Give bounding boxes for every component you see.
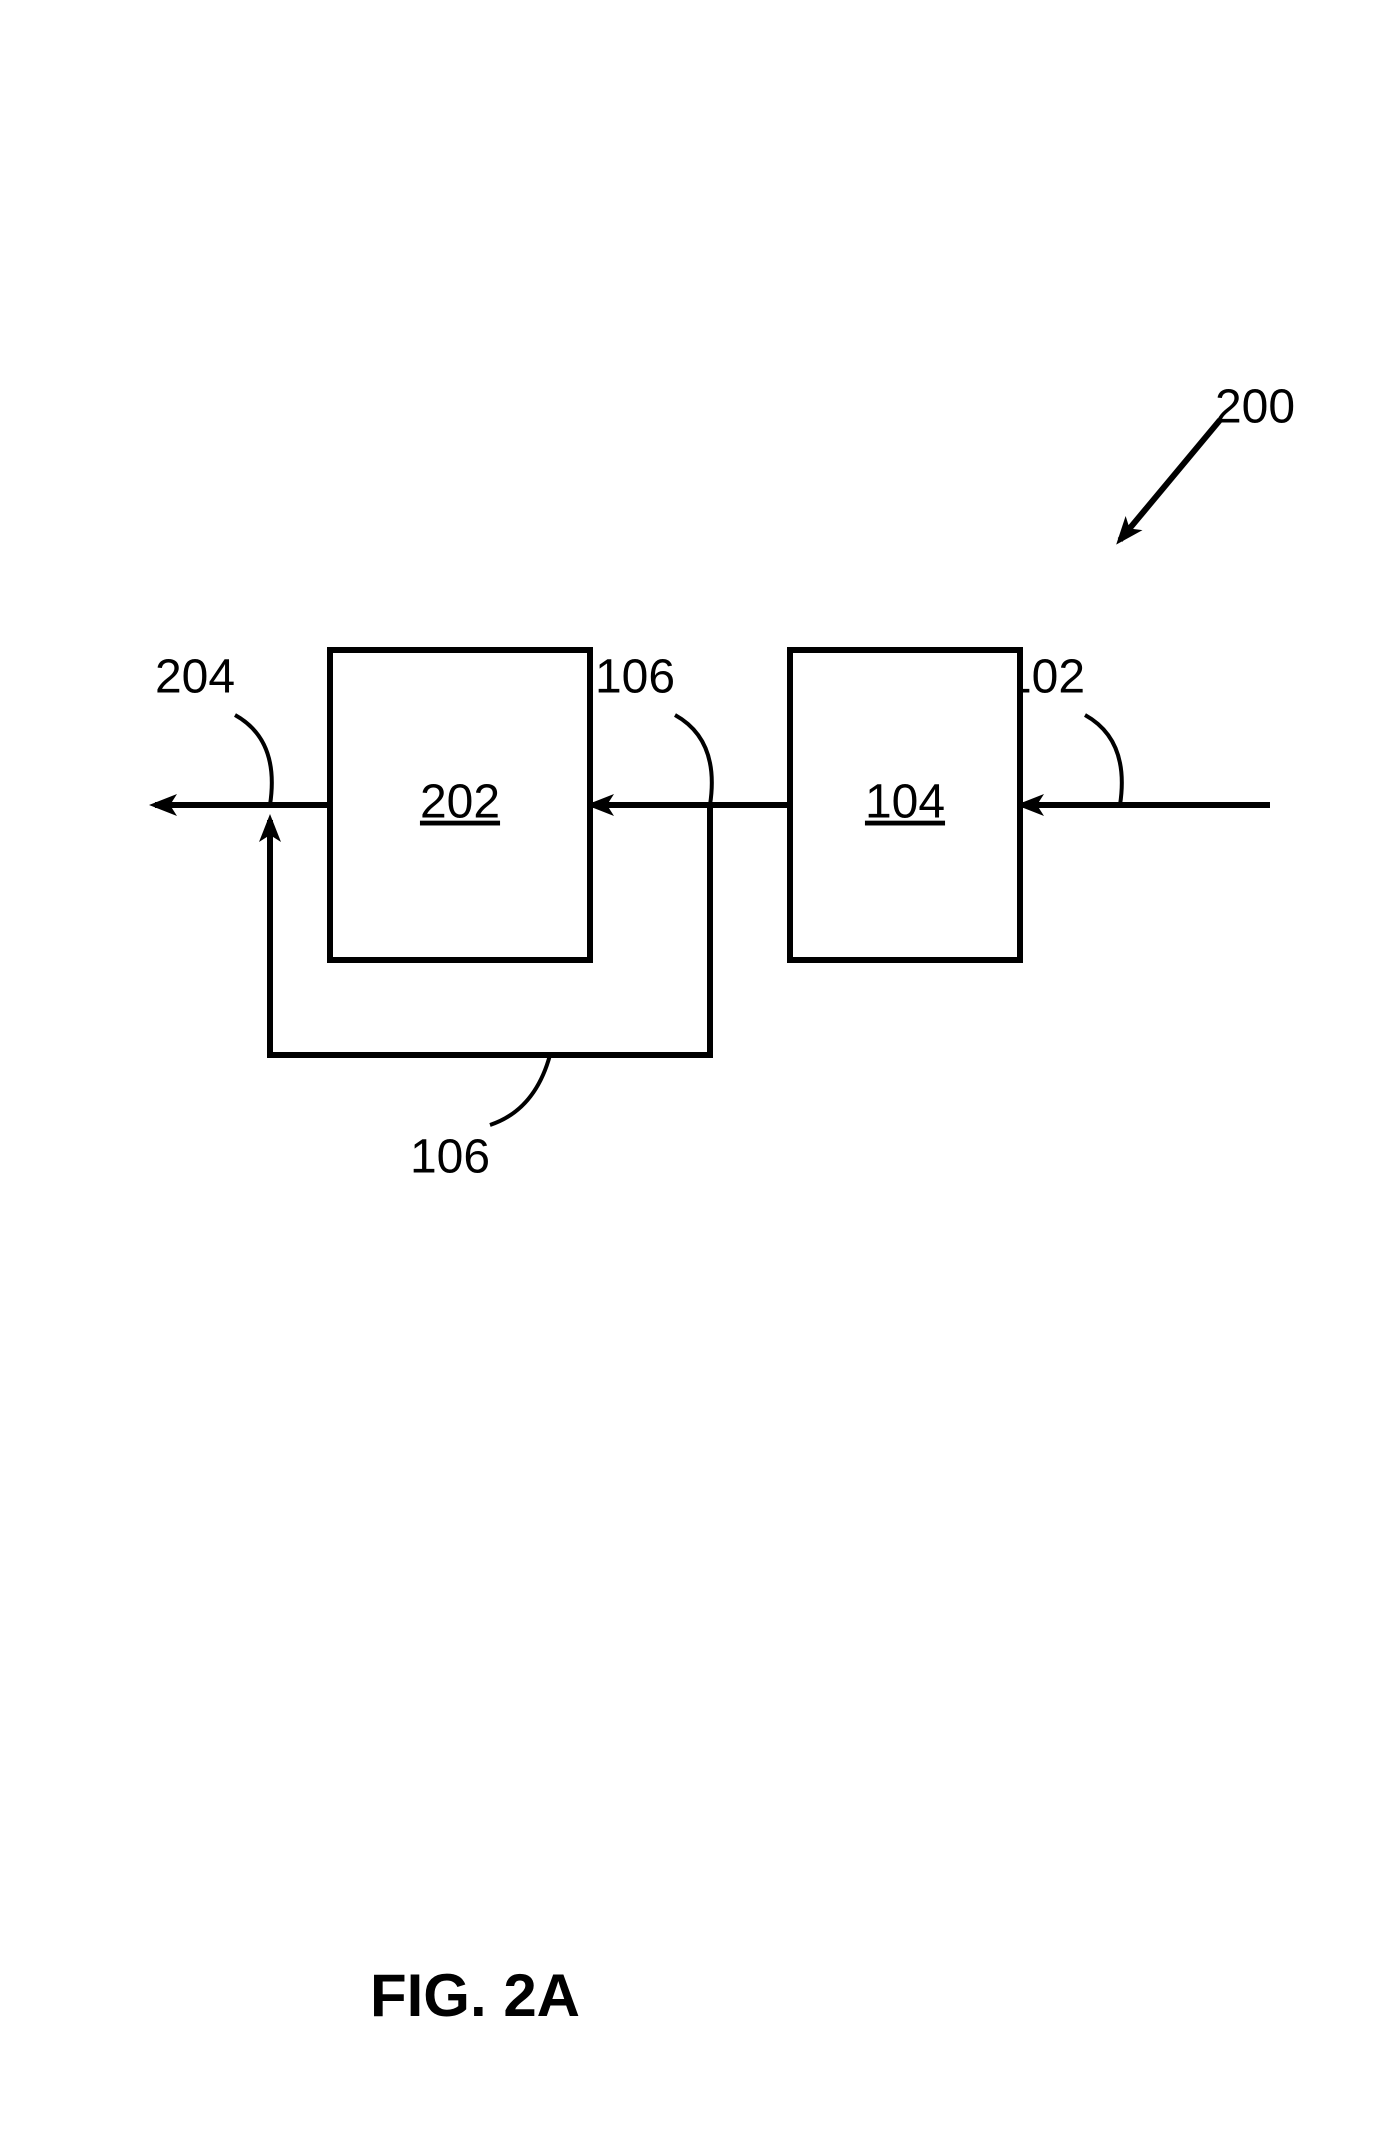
ref-204: 204 <box>155 651 235 704</box>
diagram-canvas: 200 102 104 106 202 106 204 FIG. 2A <box>0 0 1385 2141</box>
ref-106a: 106 <box>595 651 675 704</box>
leader-106a <box>675 715 712 805</box>
ref-106b: 106 <box>410 1131 490 1184</box>
block-104-label: 104 <box>865 776 945 829</box>
system-pointer-arrow <box>1120 420 1220 540</box>
figure-title: FIG. 2A <box>370 1962 580 2029</box>
leader-106b <box>490 1055 550 1125</box>
ref-200: 200 <box>1215 381 1295 434</box>
block-202-label: 202 <box>420 776 500 829</box>
leader-102 <box>1085 715 1122 805</box>
leader-204 <box>235 715 272 805</box>
